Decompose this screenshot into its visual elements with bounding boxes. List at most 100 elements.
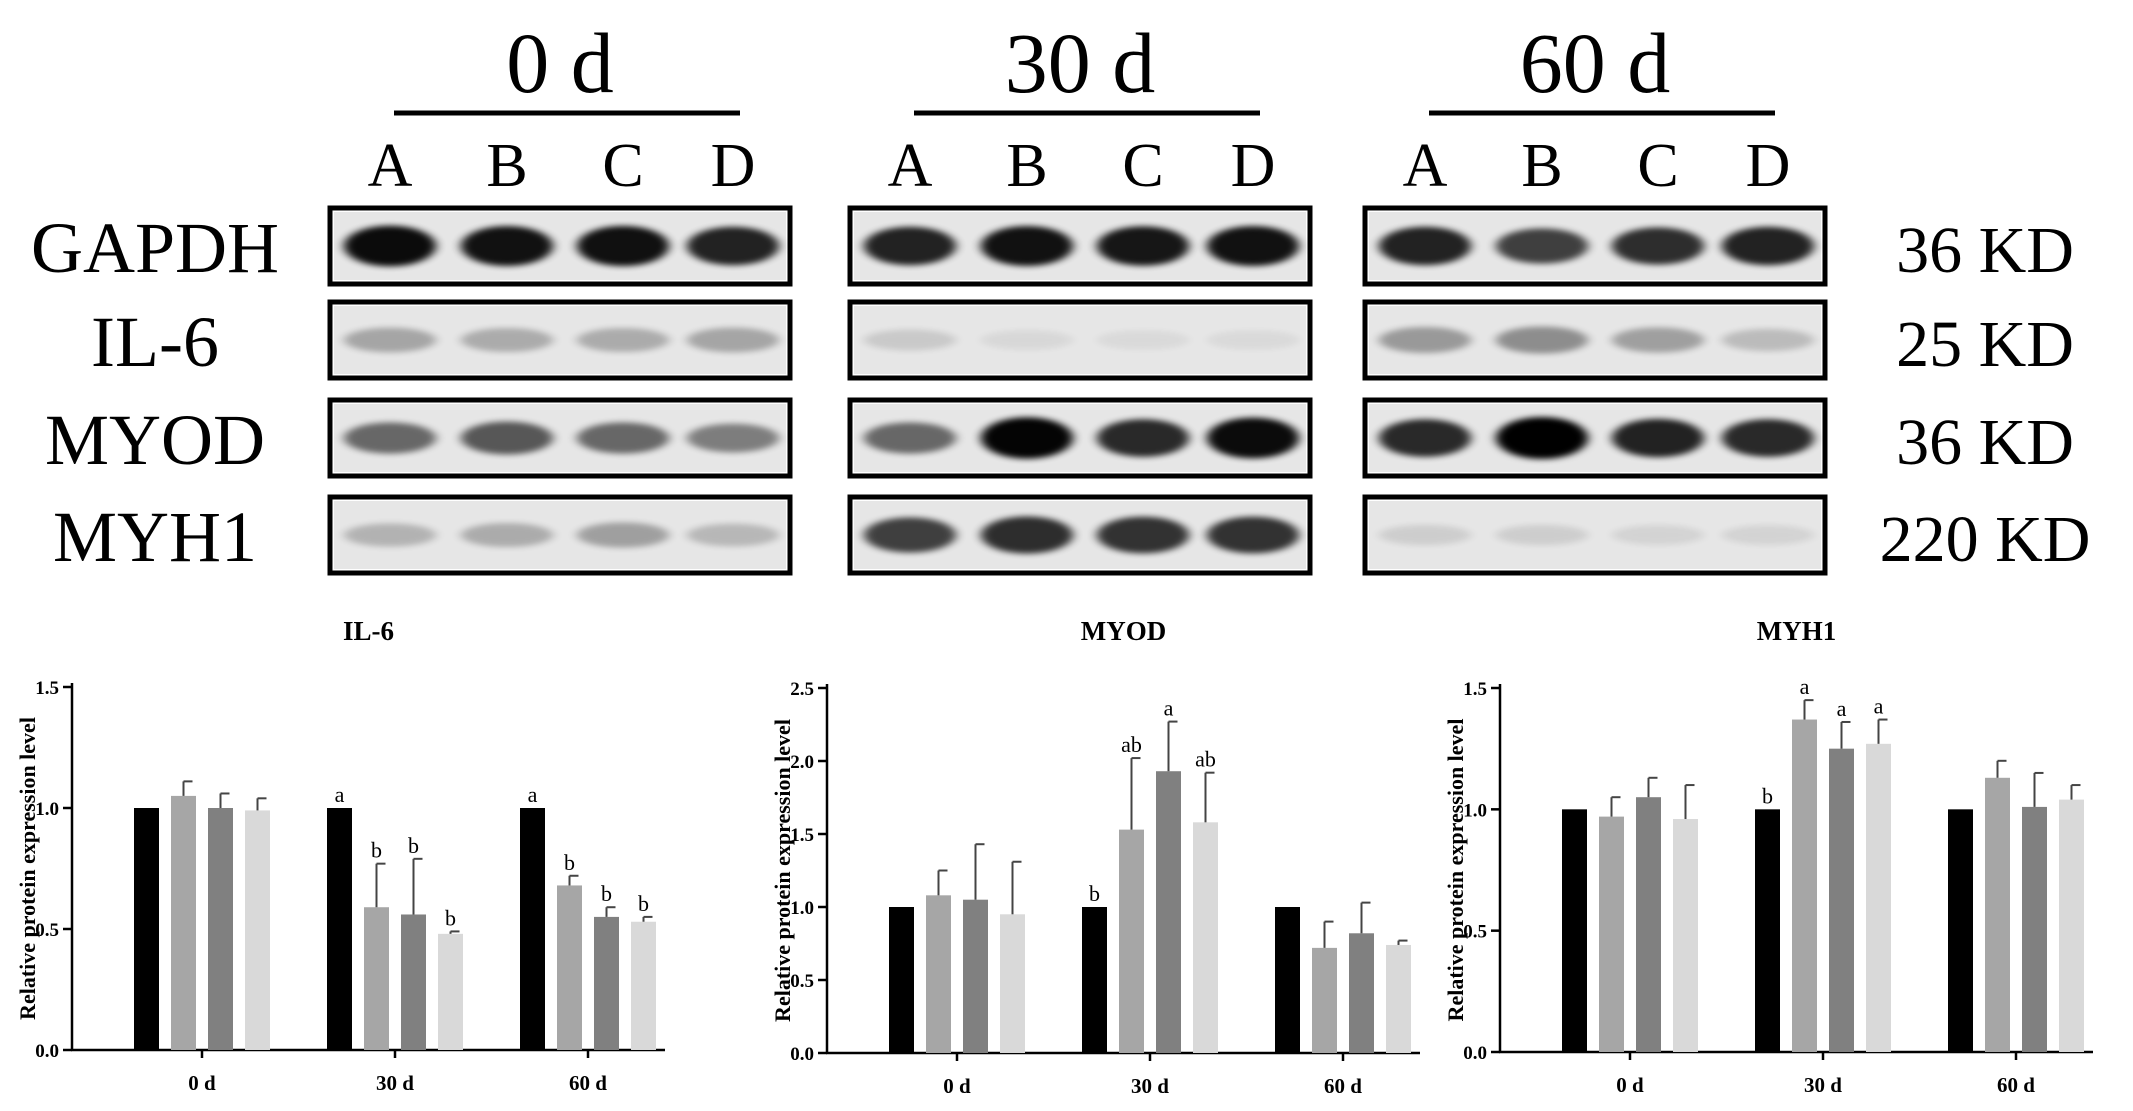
bar xyxy=(364,907,389,1050)
y-tick-label: 0.5 xyxy=(35,920,59,941)
bar xyxy=(963,899,988,1053)
y-tick-label: 2.0 xyxy=(790,752,814,773)
molecular-weight-label: 220 KD xyxy=(1880,503,2091,576)
significance-label: b xyxy=(1089,881,1100,906)
y-tick-label: 2.5 xyxy=(790,679,814,700)
blot-band xyxy=(1496,228,1588,264)
protein-label: MYH1 xyxy=(53,497,257,577)
lane-label: A xyxy=(368,132,413,200)
significance-label: a xyxy=(528,782,538,807)
bar xyxy=(327,808,352,1050)
blot-band xyxy=(461,328,553,352)
y-tick-label: 0.0 xyxy=(790,1044,814,1065)
x-tick-label: 30 d xyxy=(1804,1073,1842,1097)
bar xyxy=(1948,809,1973,1052)
significance-label: b xyxy=(638,891,649,916)
bar xyxy=(2059,799,2084,1052)
blot-band xyxy=(577,225,669,267)
bar-charts-panel: IL-6 Relative protein expression level 0.0… xyxy=(15,616,2093,1098)
blot-band xyxy=(1612,525,1704,545)
blot-frame xyxy=(1362,494,1828,576)
blot-band xyxy=(981,225,1073,267)
blot-band xyxy=(1379,419,1471,457)
y-tick-label: 0.0 xyxy=(1463,1043,1487,1064)
blot-band xyxy=(344,327,436,353)
blot-band xyxy=(864,517,956,553)
blot-band xyxy=(1097,516,1189,554)
blot-band xyxy=(1496,524,1588,546)
blot-band xyxy=(577,522,669,548)
lane-label: D xyxy=(711,132,756,200)
significance-label: a xyxy=(1874,694,1884,719)
bar xyxy=(520,808,545,1050)
bar xyxy=(594,916,619,1050)
bar xyxy=(1349,933,1374,1053)
blot-band xyxy=(1722,419,1814,457)
y-tick-label: 0.0 xyxy=(35,1041,59,1062)
bar xyxy=(1866,743,1891,1052)
lane-label: B xyxy=(1006,132,1047,200)
chart-title: MYH1 xyxy=(1757,616,1836,646)
bar xyxy=(1829,748,1854,1052)
molecular-weight-label: 25 KD xyxy=(1896,308,2074,381)
blot-band xyxy=(1496,326,1588,354)
protein-label: IL-6 xyxy=(91,302,219,382)
bar xyxy=(1599,816,1624,1052)
molecular-weight-label: 36 KD xyxy=(1896,406,2074,479)
lane-label: A xyxy=(888,132,933,200)
bar xyxy=(1156,771,1181,1053)
molecular-weight-label: 36 KD xyxy=(1896,214,2074,287)
y-tick-label: 1.5 xyxy=(1463,679,1487,700)
bar xyxy=(1636,797,1661,1052)
blot-band xyxy=(1097,419,1189,457)
blot-band xyxy=(981,417,1073,459)
blot-band xyxy=(1097,226,1189,266)
bar xyxy=(1193,822,1218,1053)
significance-label: ab xyxy=(1121,732,1142,757)
y-tick-label: 1.5 xyxy=(790,825,814,846)
blot-band xyxy=(344,523,436,547)
blot-band xyxy=(1379,327,1471,353)
blot-frame xyxy=(847,299,1313,381)
significance-label: b xyxy=(408,833,419,858)
lane-label: D xyxy=(1746,132,1791,200)
protein-label: MYOD xyxy=(45,400,265,480)
blot-band xyxy=(1207,330,1299,350)
y-tick-label: 1.0 xyxy=(35,799,59,820)
bar-chart: MYH1 Relative protein expression level 0.0… xyxy=(1443,616,2093,1097)
blot-band xyxy=(1612,327,1704,353)
y-tick-label: 1.0 xyxy=(790,898,814,919)
bar xyxy=(631,921,656,1050)
blot-band xyxy=(1379,226,1471,266)
blot-frame xyxy=(327,494,793,576)
blot-band xyxy=(687,523,779,547)
blot-band xyxy=(687,327,779,353)
blot-band xyxy=(864,329,956,351)
significance-label: b xyxy=(445,905,456,930)
significance-label: a xyxy=(1164,696,1174,721)
lane-label: D xyxy=(1231,132,1276,200)
y-tick-label: 0.5 xyxy=(790,971,814,992)
blot-band xyxy=(344,225,436,267)
lane-label: C xyxy=(1637,132,1678,200)
lane-label: B xyxy=(486,132,527,200)
protein-label: GAPDH xyxy=(31,208,279,288)
x-tick-label: 0 d xyxy=(188,1071,216,1095)
y-tick-label: 1.5 xyxy=(35,678,59,699)
x-tick-label: 60 d xyxy=(569,1071,607,1095)
bar xyxy=(2022,806,2047,1052)
significance-label: b xyxy=(371,838,382,863)
bar xyxy=(1562,809,1587,1052)
significance-label: b xyxy=(564,850,575,875)
blot-band xyxy=(1722,525,1814,545)
significance-label: b xyxy=(1762,783,1773,808)
significance-label: a xyxy=(335,782,345,807)
blot-band xyxy=(1207,225,1299,267)
x-tick-label: 60 d xyxy=(1324,1074,1362,1098)
blot-frame xyxy=(1362,205,1828,287)
blot-band xyxy=(687,226,779,266)
bar xyxy=(1275,907,1300,1053)
blot-frame xyxy=(327,397,793,479)
significance-label: ab xyxy=(1195,747,1216,772)
